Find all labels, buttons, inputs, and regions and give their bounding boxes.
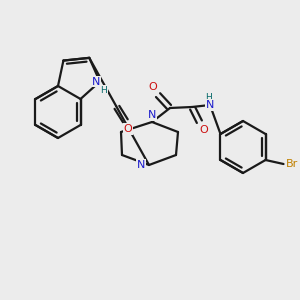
Text: Br: Br (285, 159, 298, 169)
Text: O: O (124, 124, 133, 134)
Text: N: N (148, 110, 156, 120)
Text: H: H (100, 86, 107, 95)
Text: N: N (92, 76, 100, 87)
Text: N: N (206, 100, 214, 110)
Text: O: O (200, 125, 208, 135)
Text: H: H (205, 92, 212, 101)
Text: O: O (148, 82, 158, 92)
Text: N: N (137, 160, 145, 170)
